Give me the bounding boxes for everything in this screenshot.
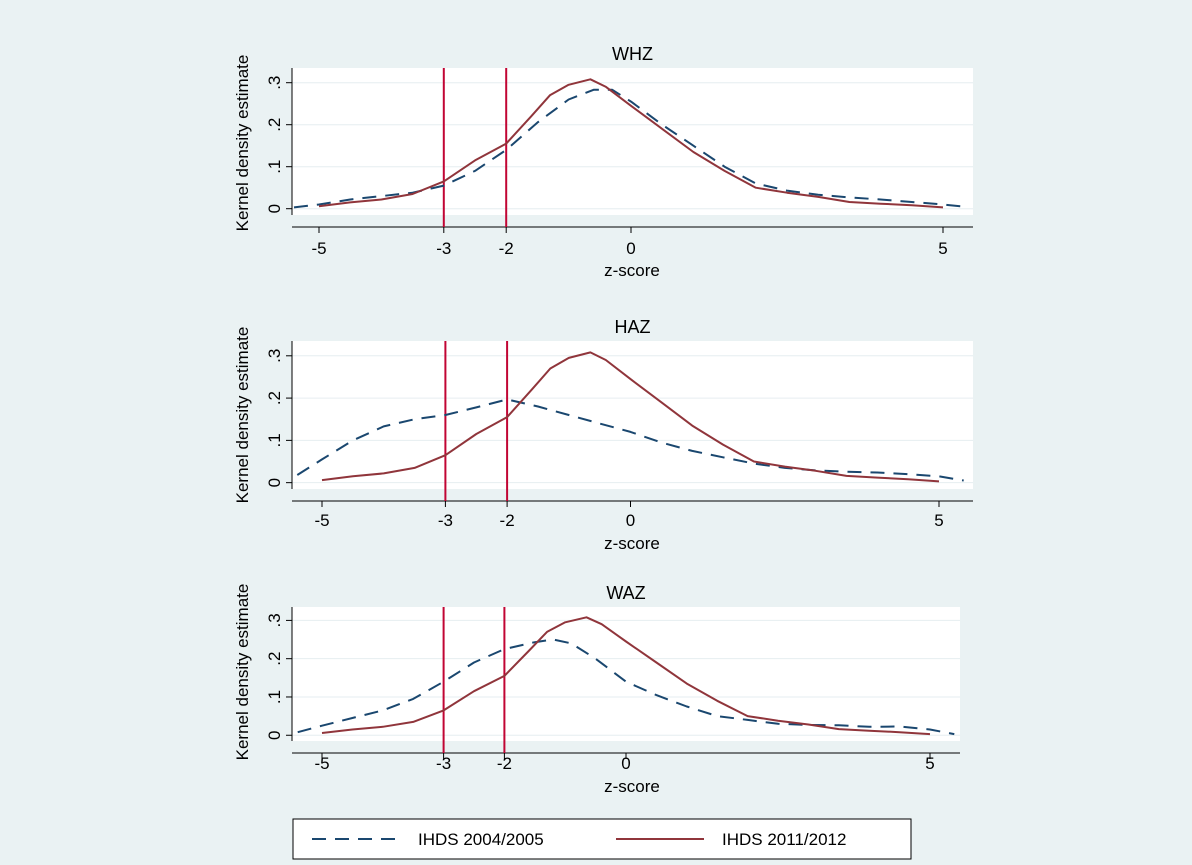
panel-whz: 0 .1 .2 .3 -5 -3 -2 0 5 WHZ z-score Kernel density … [233,44,973,280]
x-axis-title-whz: z-score [604,261,660,280]
y-tick-label-whz: 0 [265,204,284,213]
legend-box [292,818,912,860]
x-tick-label-waz: 0 [621,754,630,773]
panel-title-waz: WAZ [606,583,645,603]
x-tick-label-waz: -5 [314,754,329,773]
series-line-ihds-2011-waz [321,616,931,736]
y-tick-label-waz: 0 [265,731,284,740]
x-tick-label-waz: -3 [436,754,451,773]
y-tick-label-haz: 0 [265,478,284,487]
x-tick-label-haz: -2 [500,511,515,530]
legend-label-ihds-2011: IHDS 2011/2012 [722,830,846,849]
x-tick-label-haz: 0 [626,511,635,530]
x-tick-label-whz: -3 [436,239,451,258]
series-line-ihds-2004-waz [297,638,955,736]
panel-title-whz: WHZ [612,44,653,64]
x-tick-label-whz: -2 [499,239,514,258]
series-line-ihds-2011-whz [318,78,944,209]
panel-waz: 0 .1 .2 .3 -5 -3 -2 0 5 WAZ z-score Kernel density … [233,583,960,796]
legend-label-ihds-2004: IHDS 2004/2005 [418,830,544,849]
y-tick-label-whz: .1 [265,160,284,174]
plot-area-haz [292,341,973,489]
x-tick-label-waz: -2 [497,754,512,773]
panels-group: 0 .1 .2 .3 -5 -3 -2 0 5 WHZ z-score Kernel density … [233,44,973,796]
legend: IHDS 2004/2005 IHDS 2011/2012 [292,818,912,860]
x-tick-label-haz: 5 [934,511,943,530]
y-tick-label-haz: .2 [265,391,284,405]
panel-haz: 0 .1 .2 .3 -5 -3 -2 0 5 HAZ z-score Kernel density … [233,317,973,553]
x-tick-label-whz: 5 [938,239,947,258]
y-axis-title-whz: Kernel density estimate [233,55,252,232]
y-tick-label-haz: .1 [265,433,284,447]
plot-area-whz [292,68,973,215]
y-tick-label-whz: .3 [265,76,284,90]
x-tick-label-haz: -3 [438,511,453,530]
x-tick-label-whz: 0 [626,239,635,258]
y-axis-title-haz: Kernel density estimate [233,327,252,504]
y-tick-label-waz: .2 [265,652,284,666]
y-axis-title-waz: Kernel density estimate [233,584,252,761]
plot-area-waz [292,607,960,741]
y-tick-label-waz: .3 [265,613,284,627]
panel-title-haz: HAZ [615,317,651,337]
series-line-ihds-2011-haz [321,351,940,483]
x-axis-title-waz: z-score [604,777,660,796]
x-tick-label-waz: 5 [925,754,934,773]
y-tick-label-haz: .3 [265,349,284,363]
series-line-ihds-2004-haz [296,398,964,482]
x-axis-title-haz: z-score [604,534,660,553]
y-tick-label-whz: .2 [265,118,284,132]
series-line-ihds-2004-whz [293,88,969,209]
x-tick-label-haz: -5 [314,511,329,530]
y-tick-label-waz: .1 [265,690,284,704]
x-tick-label-whz: -5 [311,239,326,258]
